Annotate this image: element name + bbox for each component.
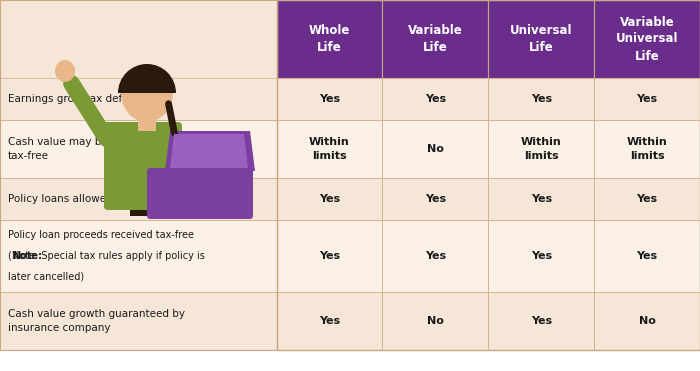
Text: Whole
Life: Whole Life <box>309 24 350 54</box>
Text: Within
limits: Within limits <box>626 137 667 161</box>
Polygon shape <box>165 131 255 171</box>
Text: later cancelled): later cancelled) <box>8 272 84 282</box>
Bar <box>382 220 489 292</box>
Bar <box>594 120 700 178</box>
Bar <box>0 0 276 78</box>
Ellipse shape <box>121 64 173 122</box>
Bar <box>276 78 382 120</box>
Text: Universal
Life: Universal Life <box>510 24 573 54</box>
Bar <box>276 178 382 220</box>
Bar <box>594 0 700 78</box>
Text: Within
limits: Within limits <box>309 137 350 161</box>
Bar <box>594 178 700 220</box>
Text: Yes: Yes <box>319 316 340 326</box>
FancyBboxPatch shape <box>104 122 182 210</box>
Bar <box>382 78 489 120</box>
Bar <box>0 78 276 120</box>
Bar <box>0 120 276 178</box>
Bar <box>0 220 276 292</box>
Bar <box>594 78 700 120</box>
Text: Yes: Yes <box>319 94 340 104</box>
Text: Yes: Yes <box>531 251 552 261</box>
Text: Earnings grow tax deferred: Earnings grow tax deferred <box>8 94 150 104</box>
Text: Note:: Note: <box>12 251 42 261</box>
Text: Variable
Universal
Life: Variable Universal Life <box>616 16 678 62</box>
Text: (Note: Special tax rules apply if policy is: (Note: Special tax rules apply if policy… <box>8 251 205 261</box>
Text: Yes: Yes <box>425 251 446 261</box>
Bar <box>0 292 276 350</box>
Text: Policy loans allowed: Policy loans allowed <box>8 194 113 204</box>
Text: Policy loan proceeds received tax-free: Policy loan proceeds received tax-free <box>8 230 194 240</box>
Bar <box>276 292 382 350</box>
Text: Yes: Yes <box>531 194 552 204</box>
Text: Cash value growth guaranteed by
insurance company: Cash value growth guaranteed by insuranc… <box>8 309 185 332</box>
Text: Yes: Yes <box>636 194 657 204</box>
Bar <box>382 120 489 178</box>
Text: Yes: Yes <box>425 94 446 104</box>
Text: Yes: Yes <box>531 94 552 104</box>
Bar <box>489 178 594 220</box>
Bar <box>276 0 700 350</box>
Bar <box>489 78 594 120</box>
Text: Variable
Life: Variable Life <box>408 24 463 54</box>
Wedge shape <box>118 64 176 93</box>
Bar <box>276 0 382 78</box>
Bar <box>0 0 276 371</box>
Text: Cash value may be withdrawn
tax-free: Cash value may be withdrawn tax-free <box>8 137 166 161</box>
Text: Yes: Yes <box>636 251 657 261</box>
Bar <box>489 120 594 178</box>
Text: Yes: Yes <box>425 194 446 204</box>
Bar <box>138 111 156 131</box>
Bar <box>382 292 489 350</box>
Bar <box>382 178 489 220</box>
Bar <box>489 220 594 292</box>
Text: Yes: Yes <box>319 194 340 204</box>
Polygon shape <box>170 134 248 168</box>
Bar <box>276 220 382 292</box>
Ellipse shape <box>55 60 75 82</box>
Bar <box>276 120 382 178</box>
Bar <box>594 292 700 350</box>
Text: No: No <box>427 316 444 326</box>
Text: No: No <box>638 316 655 326</box>
FancyBboxPatch shape <box>147 168 253 219</box>
Bar <box>0 178 276 220</box>
Bar <box>489 0 594 78</box>
Text: Yes: Yes <box>636 94 657 104</box>
Text: Within
limits: Within limits <box>521 137 561 161</box>
Text: No: No <box>427 144 444 154</box>
Bar <box>130 136 148 216</box>
Bar <box>489 292 594 350</box>
Text: Yes: Yes <box>319 251 340 261</box>
FancyArrowPatch shape <box>71 83 106 139</box>
Bar <box>382 0 489 78</box>
Bar <box>594 220 700 292</box>
Bar <box>0 0 276 350</box>
FancyArrowPatch shape <box>180 153 213 184</box>
FancyArrowPatch shape <box>169 104 174 133</box>
Text: Yes: Yes <box>531 316 552 326</box>
